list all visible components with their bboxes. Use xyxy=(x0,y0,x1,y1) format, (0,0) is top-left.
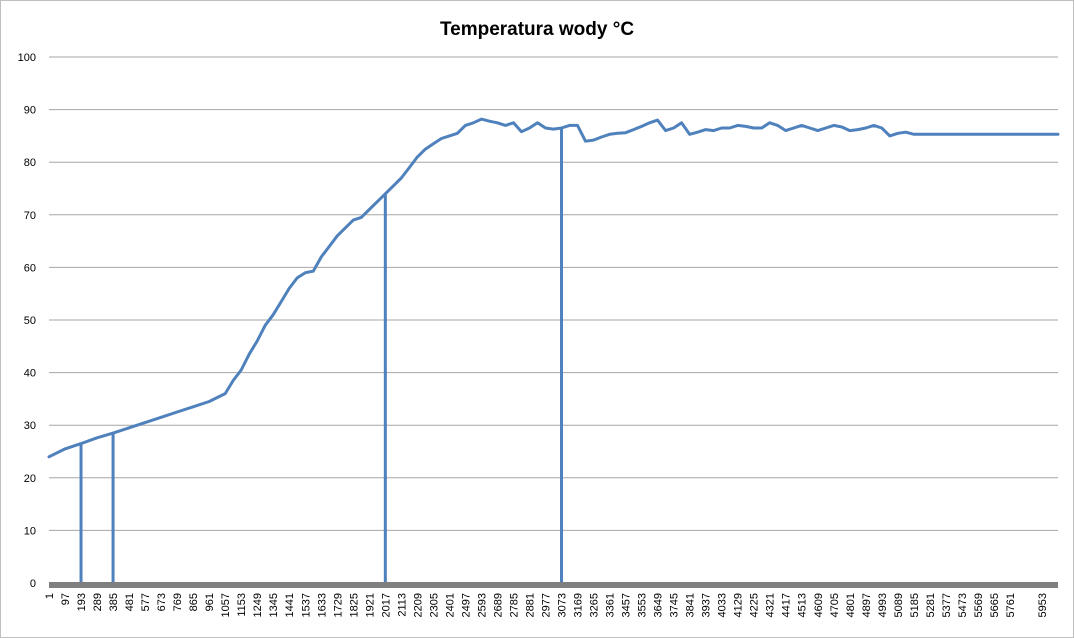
x-tick-label: 385 xyxy=(108,593,120,611)
x-tick-label: 1345 xyxy=(268,593,280,617)
x-tick-label: 193 xyxy=(76,593,88,611)
x-tick-label: 1153 xyxy=(236,593,248,617)
y-tick-label: 90 xyxy=(24,105,36,117)
y-tick-label: 80 xyxy=(24,157,36,169)
x-tick-label: 1825 xyxy=(348,593,360,617)
x-tick-label: 4801 xyxy=(845,593,857,617)
x-tick-label: 5473 xyxy=(957,593,969,617)
x-tick-label: 3841 xyxy=(685,593,697,617)
x-tick-label: 2689 xyxy=(492,593,504,617)
x-tick-label: 4225 xyxy=(749,593,761,617)
x-tick-label: 481 xyxy=(124,593,136,611)
x-tick-label: 1633 xyxy=(316,593,328,617)
x-tick-label: 2209 xyxy=(412,593,424,617)
x-tick-label: 673 xyxy=(156,593,168,611)
x-tick-label: 3073 xyxy=(557,593,569,617)
x-tick-label: 3649 xyxy=(653,593,665,617)
x-axis-bar xyxy=(49,582,1058,588)
x-tick-label: 2593 xyxy=(476,593,488,617)
x-tick-label: 4609 xyxy=(813,593,825,617)
chart-title: Temperatura wody °C xyxy=(440,19,634,40)
x-tick-label: 2881 xyxy=(524,593,536,617)
x-tick-label: 5377 xyxy=(941,593,953,617)
y-tick-label: 0 xyxy=(30,578,36,590)
x-tick-label: 3361 xyxy=(605,593,617,617)
x-tick-label: 4417 xyxy=(781,593,793,617)
x-tick-label: 769 xyxy=(172,593,184,611)
y-tick-label: 100 xyxy=(18,52,36,64)
x-axis xyxy=(49,582,1058,588)
x-tick-label: 5185 xyxy=(909,593,921,617)
x-tick-label: 2113 xyxy=(396,593,408,617)
x-tick-label: 5569 xyxy=(973,593,985,617)
x-tick-label: 5089 xyxy=(893,593,905,617)
gridlines xyxy=(49,56,1058,531)
x-tick-label: 5953 xyxy=(1037,593,1049,617)
series-line-layer xyxy=(47,117,1060,459)
x-tick-label: 577 xyxy=(140,593,152,611)
x-tick-label: 2305 xyxy=(428,593,440,617)
x-tick-label: 1441 xyxy=(284,593,296,617)
x-tick-label: 4033 xyxy=(717,593,729,617)
x-tick-label: 3745 xyxy=(669,593,681,617)
x-tick-label: 2785 xyxy=(508,593,520,617)
x-tick-label: 1537 xyxy=(300,593,312,617)
x-tick-label: 5665 xyxy=(989,593,1001,617)
x-tick-label: 1 xyxy=(44,593,56,599)
x-tick-label: 1249 xyxy=(252,593,264,617)
x-tick-label: 2017 xyxy=(380,593,392,617)
y-axis-ticks: 0 10 20 30 40 50 60 70 80 90 100 xyxy=(18,52,36,590)
vertical-markers xyxy=(79,128,564,583)
x-tick-label: 3553 xyxy=(637,593,649,617)
y-tick-label: 40 xyxy=(24,368,36,380)
y-tick-label: 30 xyxy=(24,420,36,432)
x-tick-label: 5281 xyxy=(925,593,937,617)
y-tick-label: 60 xyxy=(24,262,36,274)
y-tick-label: 20 xyxy=(24,473,36,485)
y-tick-label: 70 xyxy=(24,210,36,222)
x-tick-label: 1729 xyxy=(332,593,344,617)
y-tick-label: 50 xyxy=(24,315,36,327)
x-tick-label: 1921 xyxy=(364,593,376,617)
x-tick-label: 4513 xyxy=(797,593,809,617)
x-tick-label: 4321 xyxy=(765,593,777,617)
x-tick-label: 961 xyxy=(204,593,216,611)
x-tick-label: 4129 xyxy=(733,593,745,617)
series-line xyxy=(47,117,1060,459)
x-tick-label: 4897 xyxy=(861,593,873,617)
x-tick-label: 4993 xyxy=(877,593,889,617)
x-tick-label: 2401 xyxy=(444,593,456,617)
x-tick-label: 3457 xyxy=(621,593,633,617)
x-tick-label: 1057 xyxy=(220,593,232,617)
x-tick-label: 2497 xyxy=(460,593,472,617)
x-tick-label: 865 xyxy=(188,593,200,611)
x-tick-label: 3169 xyxy=(573,593,585,617)
x-tick-label: 289 xyxy=(92,593,104,611)
x-tick-label: 3937 xyxy=(701,593,713,617)
x-tick-label: 4705 xyxy=(829,593,841,617)
x-tick-label: 2977 xyxy=(540,593,552,617)
x-tick-label: 3265 xyxy=(589,593,601,617)
x-tick-label: 97 xyxy=(60,593,72,605)
y-tick-label: 10 xyxy=(24,525,36,537)
x-axis-ticks: 1 97 193 289 385 481 577 673 769 865 961 1057 1153 12… xyxy=(44,593,1049,617)
x-tick-label: 5761 xyxy=(1005,593,1017,617)
